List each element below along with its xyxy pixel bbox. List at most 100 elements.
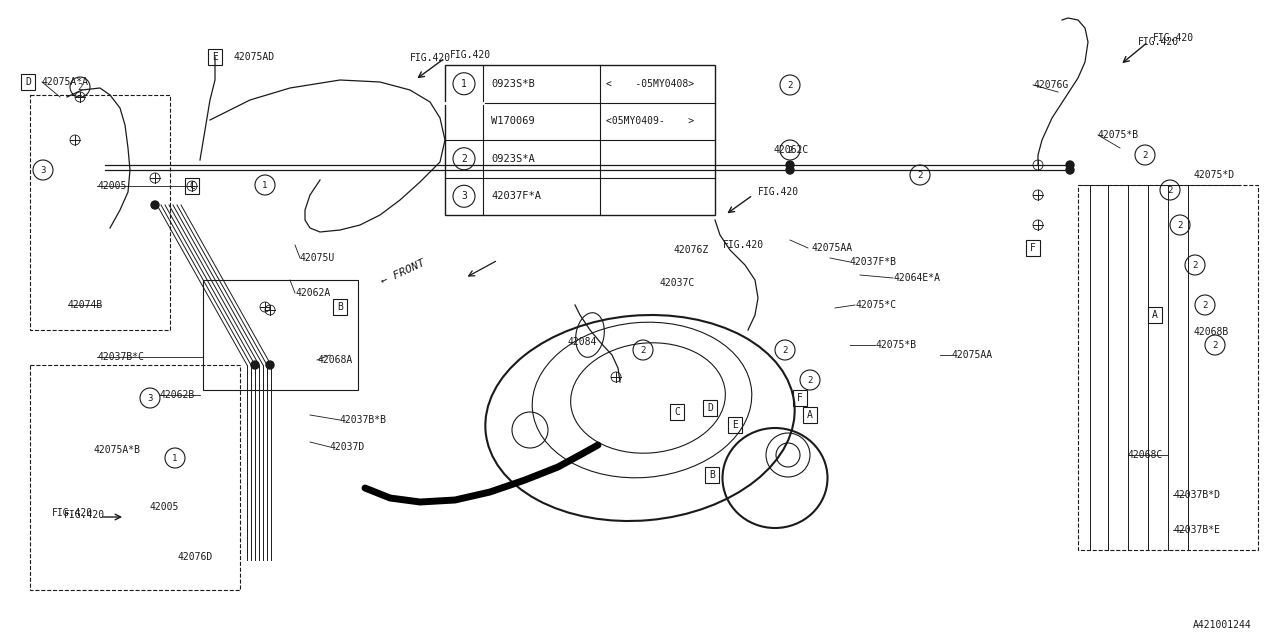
Text: 42037B*C: 42037B*C: [97, 352, 143, 362]
Text: 0923S*A: 0923S*A: [492, 154, 535, 164]
Text: FIG.420: FIG.420: [1153, 33, 1194, 43]
Text: 42084: 42084: [568, 337, 598, 347]
Text: 2: 2: [640, 346, 645, 355]
Circle shape: [251, 361, 259, 369]
Text: FIG.420: FIG.420: [52, 508, 93, 518]
Text: 42062C: 42062C: [773, 145, 808, 155]
Text: 42076G: 42076G: [1033, 80, 1069, 90]
Text: E: E: [212, 52, 218, 62]
Text: 42076D: 42076D: [178, 552, 214, 562]
Bar: [728, 417, 742, 433]
Text: 42075*D: 42075*D: [1193, 170, 1234, 180]
Text: 42075*B: 42075*B: [1098, 130, 1139, 140]
Text: FIG.420: FIG.420: [1138, 37, 1179, 47]
Circle shape: [151, 201, 159, 209]
Text: 1: 1: [262, 180, 268, 189]
Text: 42037F*A: 42037F*A: [492, 191, 541, 201]
Text: 2: 2: [1192, 260, 1198, 269]
Text: <05MY0409-    >: <05MY0409- >: [605, 116, 694, 126]
Text: D: D: [707, 403, 713, 413]
Text: 42037B*B: 42037B*B: [340, 415, 387, 425]
Text: 42076Z: 42076Z: [673, 245, 708, 255]
Text: A: A: [1152, 310, 1158, 320]
Bar: [20, 74, 35, 90]
Text: 3: 3: [147, 394, 152, 403]
Text: 2: 2: [782, 346, 787, 355]
Text: 42074B: 42074B: [68, 300, 104, 310]
Bar: [794, 390, 806, 406]
Text: C: C: [675, 407, 680, 417]
Text: 42075A*A: 42075A*A: [42, 77, 90, 87]
Text: 2: 2: [808, 376, 813, 385]
Text: 42075AD: 42075AD: [233, 52, 274, 62]
Text: 42005: 42005: [97, 181, 127, 191]
Bar: [445, 65, 716, 215]
Circle shape: [1066, 166, 1074, 174]
Text: W170069: W170069: [492, 116, 535, 126]
Text: 2: 2: [1167, 186, 1172, 195]
Text: 42075*B: 42075*B: [876, 340, 916, 350]
Text: FIG.420: FIG.420: [64, 510, 105, 520]
Text: 42037B*D: 42037B*D: [1172, 490, 1220, 500]
Text: 2: 2: [787, 81, 792, 90]
Text: 2: 2: [1202, 301, 1208, 310]
Text: 42037D: 42037D: [330, 442, 365, 452]
Circle shape: [786, 166, 794, 174]
Text: 42037B*E: 42037B*E: [1172, 525, 1220, 535]
Text: 42068B: 42068B: [1193, 327, 1229, 337]
Bar: [1027, 240, 1039, 256]
Text: 42064E*A: 42064E*A: [893, 273, 940, 283]
Text: 42005: 42005: [150, 502, 179, 512]
Text: 2: 2: [1212, 340, 1217, 349]
Text: E: E: [732, 420, 739, 430]
Text: <    -05MY0408>: < -05MY0408>: [605, 79, 694, 89]
Bar: [669, 404, 684, 420]
Text: 2: 2: [1178, 221, 1183, 230]
Bar: [705, 467, 719, 483]
Text: 42068A: 42068A: [317, 355, 352, 365]
Circle shape: [1066, 161, 1074, 169]
Text: C: C: [189, 181, 195, 191]
Circle shape: [266, 361, 274, 369]
Text: 3: 3: [461, 191, 467, 201]
Bar: [333, 299, 347, 315]
Text: 2: 2: [1142, 150, 1148, 159]
Bar: [29, 365, 241, 590]
Text: A: A: [808, 410, 813, 420]
Text: 42037F*B: 42037F*B: [850, 257, 897, 267]
Text: ← FRONT: ← FRONT: [380, 257, 428, 287]
Text: A421001244: A421001244: [1193, 620, 1252, 630]
Text: FIG.420: FIG.420: [451, 50, 492, 60]
Bar: [207, 49, 221, 65]
Text: 2: 2: [918, 170, 923, 179]
Text: B: B: [709, 470, 716, 480]
Text: 42075AA: 42075AA: [812, 243, 854, 253]
Text: 3: 3: [40, 166, 46, 175]
Bar: [703, 400, 717, 416]
Text: 2: 2: [787, 145, 792, 154]
Text: 2: 2: [77, 83, 83, 92]
Text: 42075AA: 42075AA: [952, 350, 993, 360]
Text: 42062A: 42062A: [294, 288, 330, 298]
Bar: [803, 407, 817, 423]
Text: 42075A*B: 42075A*B: [93, 445, 140, 455]
Text: 1: 1: [173, 454, 178, 463]
Text: FIG.420: FIG.420: [410, 53, 451, 63]
Text: 2: 2: [461, 154, 467, 164]
Bar: [186, 178, 198, 194]
Text: 0923S*B: 0923S*B: [492, 79, 535, 89]
Bar: [204, 280, 358, 390]
Bar: [1078, 185, 1258, 550]
Text: 42068C: 42068C: [1128, 450, 1164, 460]
Text: 42062B: 42062B: [160, 390, 196, 400]
Text: D: D: [26, 77, 31, 87]
Text: FIG.420: FIG.420: [758, 187, 799, 197]
Bar: [29, 95, 170, 330]
Text: F: F: [1030, 243, 1036, 253]
Circle shape: [786, 161, 794, 169]
Text: FIG.420: FIG.420: [723, 240, 764, 250]
Text: 42075*C: 42075*C: [855, 300, 896, 310]
Bar: [1148, 307, 1162, 323]
Text: F: F: [797, 393, 803, 403]
Text: 42037C: 42037C: [660, 278, 695, 288]
